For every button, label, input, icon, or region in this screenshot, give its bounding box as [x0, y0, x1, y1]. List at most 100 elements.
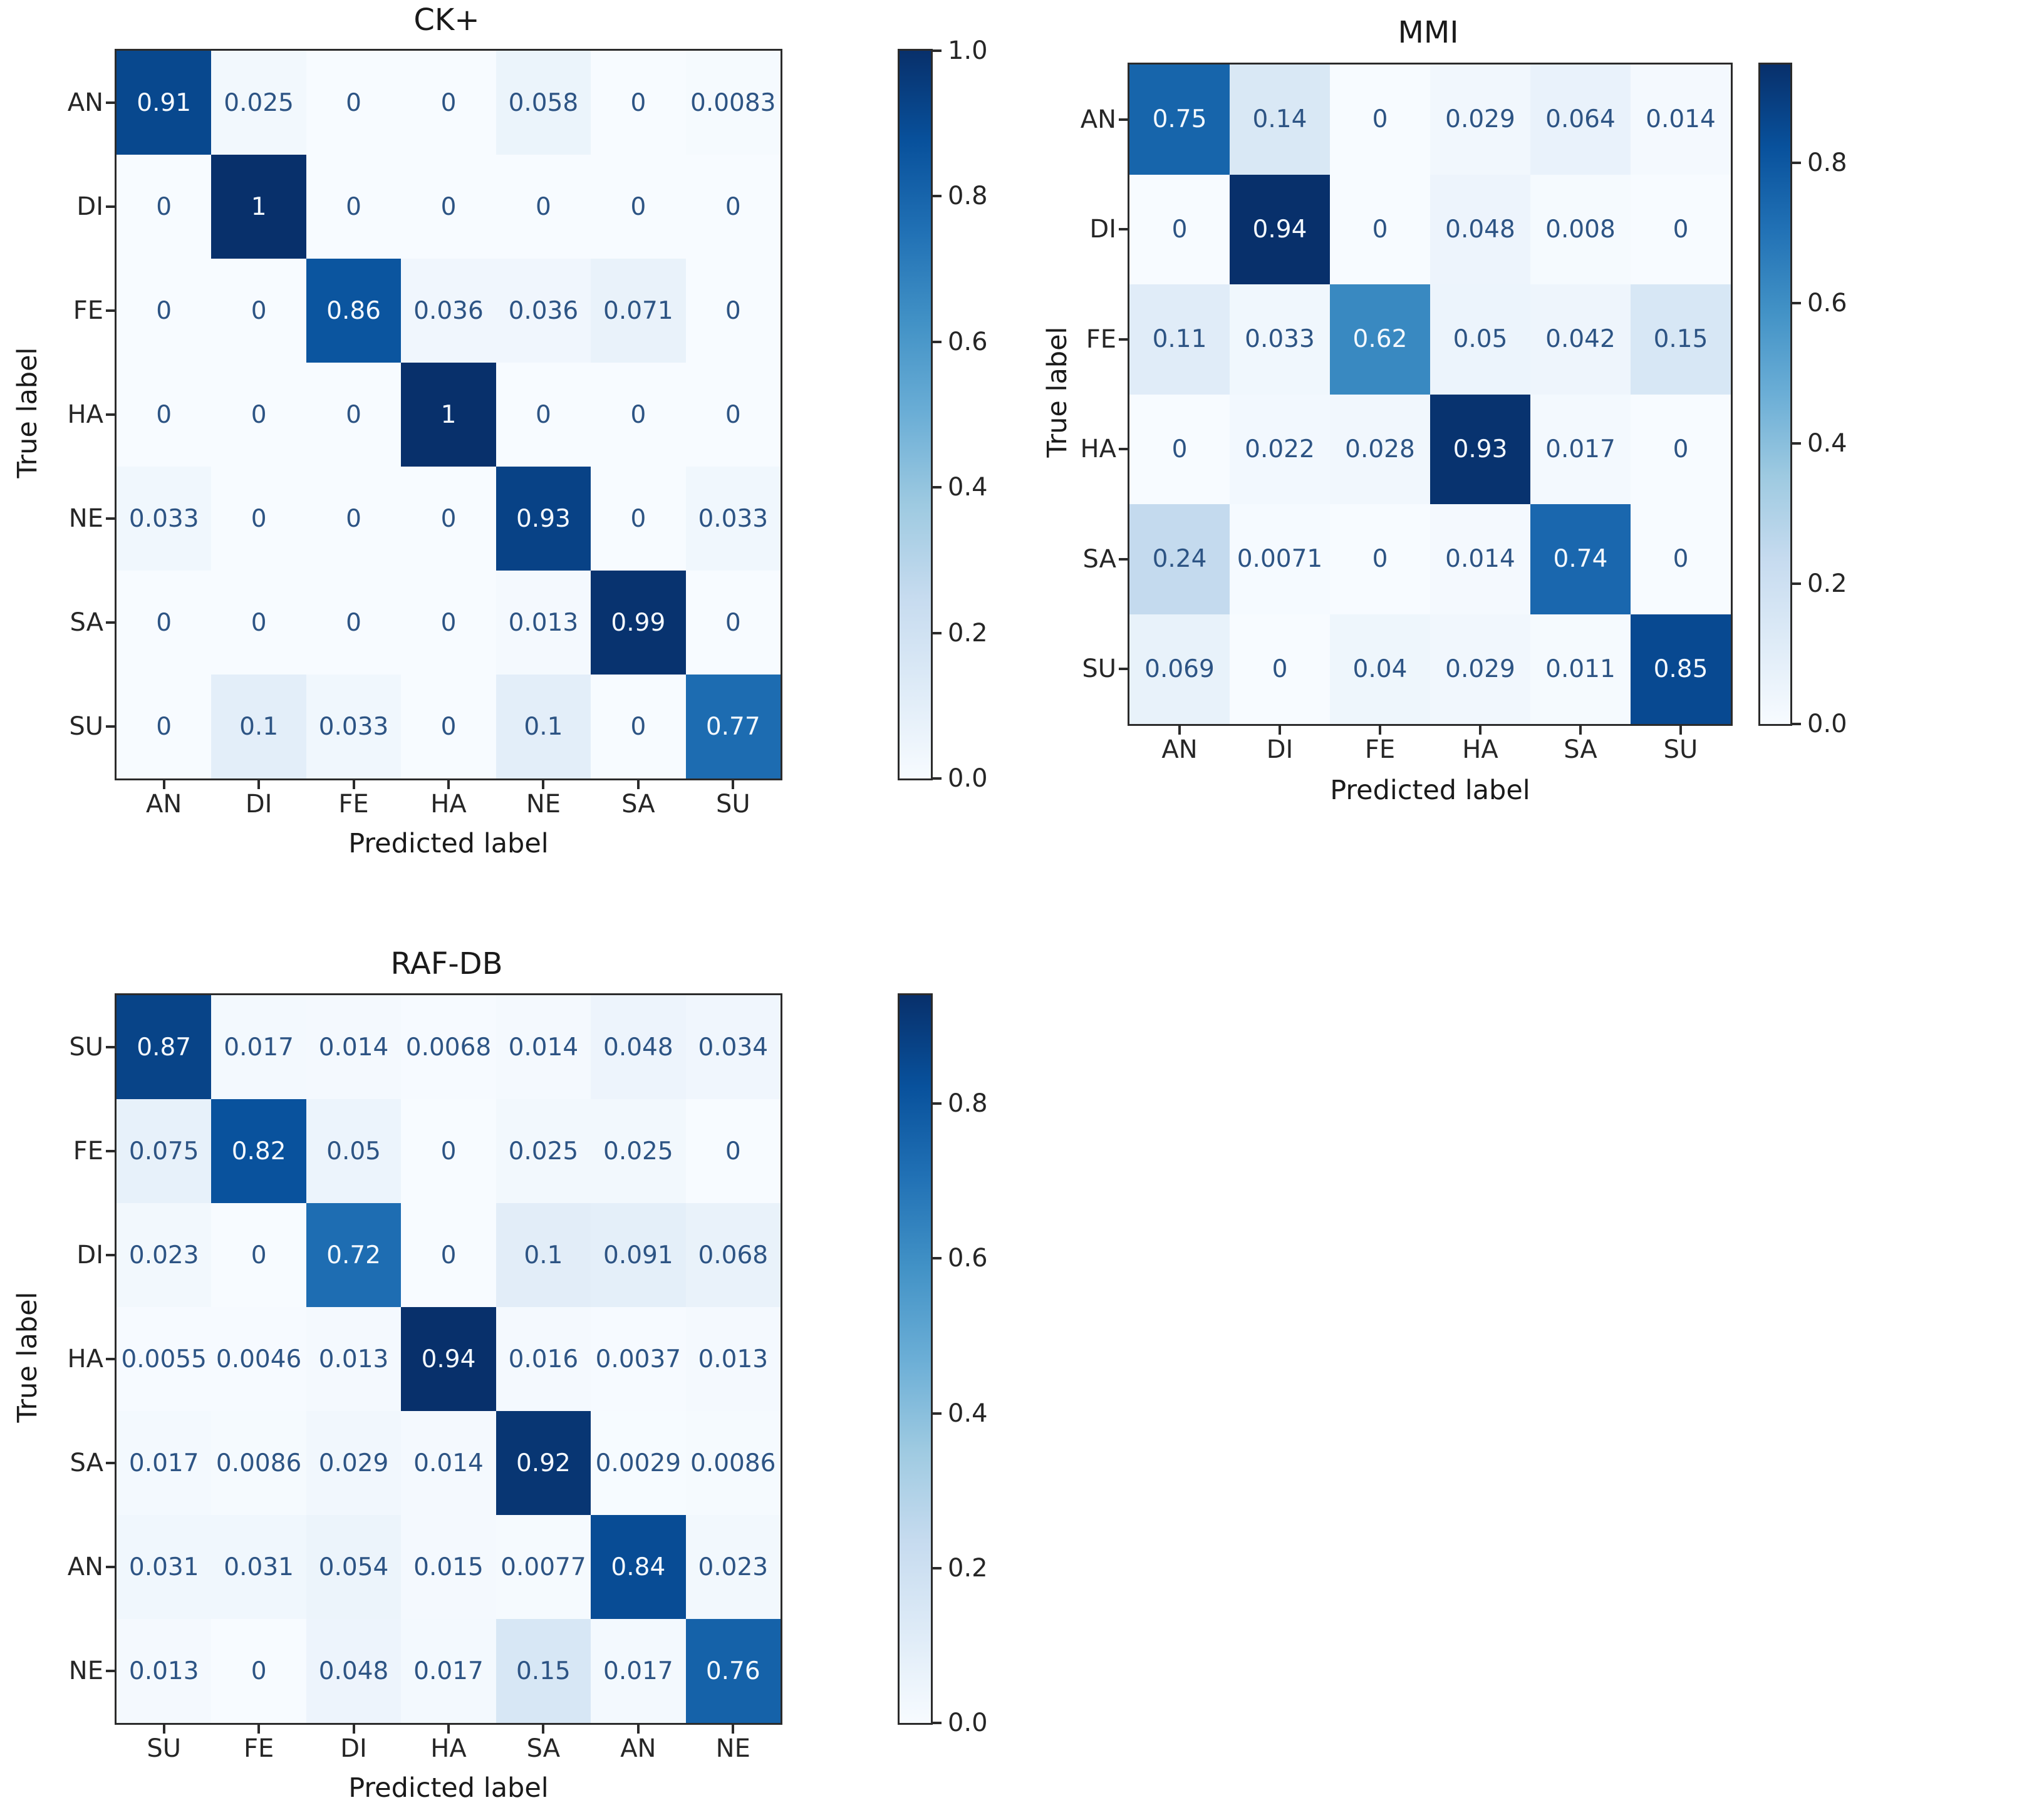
cell-value: 0.74 — [1553, 545, 1608, 574]
x-tick-label: SU — [715, 790, 750, 819]
matrix-cell: 0.0046 — [211, 1307, 306, 1411]
cell-value: 0 — [536, 192, 551, 221]
y-tick-label: SA — [70, 608, 104, 637]
cell-value: 0.029 — [1445, 105, 1515, 134]
cell-value: 0 — [1272, 654, 1288, 683]
matrix-cell: 0.036 — [495, 259, 591, 363]
x-tick-label: HA — [430, 790, 467, 819]
y-tick-mark — [1119, 118, 1128, 121]
colorbar-tick-label: 0.0 — [948, 764, 988, 793]
colorbar-tick-label: 0.2 — [948, 618, 988, 648]
cell-value: 0.93 — [516, 504, 571, 533]
cell-value: 0.031 — [224, 1553, 294, 1581]
cell-value: 0.77 — [705, 712, 760, 741]
cell-value: 0.029 — [1445, 654, 1515, 683]
x-axis-label: Predicted label — [1330, 775, 1530, 806]
cell-value: 0 — [251, 1657, 267, 1685]
colorbar-tick-mark — [933, 1257, 942, 1260]
matrix-cell: 0 — [117, 155, 212, 259]
matrix-cell: 0 — [1129, 394, 1230, 504]
colorbar-tick-label: 0.0 — [948, 1709, 988, 1737]
cell-value: 0.033 — [1245, 325, 1315, 354]
cell-value: 0 — [630, 712, 646, 741]
matrix-cell: 0.029 — [306, 1411, 402, 1515]
matrix-cell: 0.85 — [1631, 614, 1731, 724]
cell-value: 0 — [251, 504, 267, 533]
matrix-cell: 0.054 — [306, 1515, 402, 1619]
colorbar-tick-mark — [1792, 301, 1801, 304]
matrix-cell: 0 — [685, 1099, 781, 1203]
matrix-cell: 0 — [1631, 174, 1731, 284]
y-tick-mark — [1119, 338, 1128, 341]
matrix-cell: 0.91 — [117, 51, 212, 155]
matrix-cell: 0.0037 — [591, 1307, 686, 1411]
matrix-cell: 0 — [685, 155, 781, 259]
cell-value: 0 — [440, 88, 457, 117]
x-tick-label: SU — [1663, 735, 1698, 764]
cell-value: 0 — [1171, 435, 1188, 463]
x-tick-mark — [1679, 726, 1682, 735]
cell-value: 0 — [725, 296, 741, 325]
matrix-cell: 0 — [306, 571, 402, 675]
matrix-cell: 0.031 — [211, 1515, 306, 1619]
matrix-cell: 0 — [211, 1619, 306, 1723]
cell-value: 0 — [251, 296, 267, 325]
cell-value: 0.86 — [326, 296, 381, 325]
matrix-cell: 1 — [401, 363, 496, 467]
cell-value: 0.022 — [1245, 435, 1315, 463]
y-tick-label: SA — [70, 1449, 104, 1477]
cell-value: 0.0086 — [215, 1449, 302, 1477]
cell-value: 0.0077 — [501, 1553, 586, 1581]
matrix-cell: 0 — [1329, 504, 1430, 614]
cell-value: 0.068 — [698, 1241, 769, 1269]
y-tick-label: HA — [67, 1345, 103, 1373]
matrix-cell: 0 — [1631, 394, 1731, 504]
matrix-cell: 0.033 — [1229, 284, 1330, 395]
y-tick-label: AN — [67, 88, 103, 117]
cell-value: 0.031 — [128, 1553, 199, 1581]
x-tick-mark — [1379, 726, 1381, 735]
cell-value: 0.15 — [1653, 325, 1708, 354]
cell-value: 0.0055 — [121, 1345, 207, 1373]
x-axis-label: Predicted label — [348, 1772, 549, 1804]
cell-value: 0.017 — [1545, 435, 1616, 463]
cell-value: 0 — [251, 1241, 267, 1269]
x-tick-mark — [542, 1725, 545, 1734]
matrix-cell: 1 — [211, 155, 306, 259]
x-tick-label: SU — [147, 1734, 182, 1763]
cell-value: 0.029 — [318, 1449, 389, 1477]
cell-value: 0 — [725, 608, 741, 637]
matrix-cell: 0.82 — [211, 1099, 306, 1203]
cell-value: 0.091 — [603, 1241, 673, 1269]
matrix-cell: 0.008 — [1530, 174, 1631, 284]
matrix-cell: 0.14 — [1229, 65, 1330, 175]
cell-value: 0 — [440, 712, 457, 741]
matrix-cell: 0 — [401, 51, 496, 155]
cell-value: 0.033 — [318, 712, 389, 741]
colorbar-tick-label: 1.0 — [948, 36, 988, 65]
x-tick-label: FE — [1364, 735, 1396, 764]
matrix-cell: 0 — [306, 363, 402, 467]
x-tick-mark — [542, 780, 545, 789]
cell-value: 0.042 — [1545, 325, 1616, 354]
x-tick-label: SA — [1564, 735, 1597, 764]
x-tick-mark — [732, 780, 735, 789]
x-tick-mark — [1479, 726, 1481, 735]
matrix-cell: 0 — [211, 259, 306, 363]
y-tick-label: DI — [76, 1241, 103, 1269]
matrix-cell: 0.74 — [1530, 504, 1631, 614]
cell-value: 0.015 — [413, 1553, 484, 1581]
matrix-cell: 0.24 — [1129, 504, 1230, 614]
colorbar-tick-mark — [933, 195, 942, 198]
cell-value: 0.017 — [603, 1657, 673, 1685]
matrix-cell: 0.0086 — [685, 1411, 781, 1515]
cell-value: 0.0071 — [1237, 545, 1323, 574]
matrix-cell: 0.058 — [495, 51, 591, 155]
cell-value: 0.62 — [1352, 325, 1408, 354]
matrix-cell: 0.15 — [1631, 284, 1731, 395]
y-tick-mark — [106, 1566, 115, 1568]
cell-value: 0.017 — [128, 1449, 199, 1477]
cell-value: 0.036 — [508, 296, 579, 325]
matrix-cell: 0.11 — [1129, 284, 1230, 395]
matrix-cell: 0.014 — [401, 1411, 496, 1515]
